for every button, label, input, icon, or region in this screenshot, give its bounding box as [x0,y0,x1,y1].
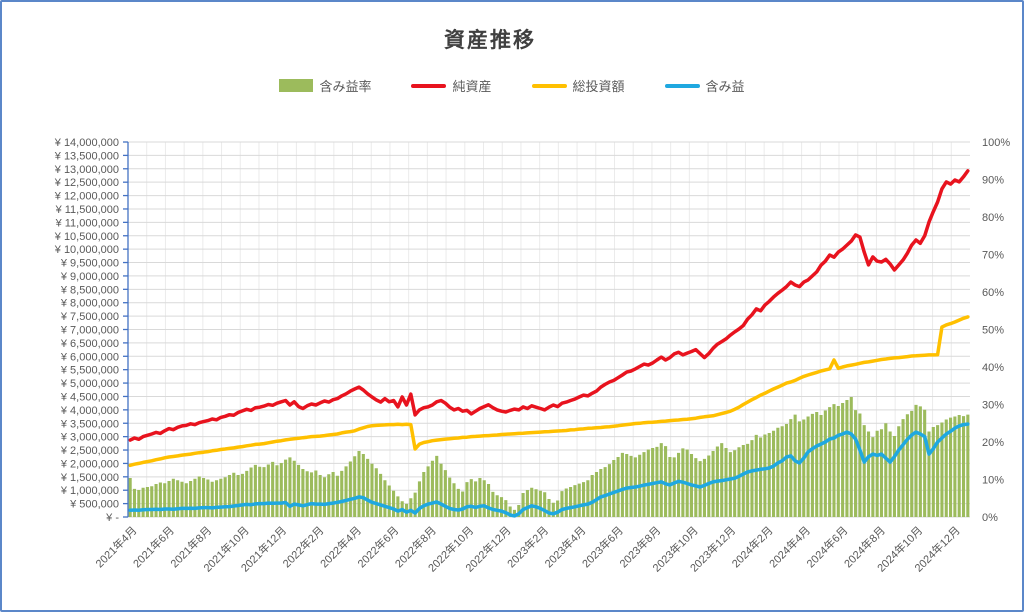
unrealized-gain-line [128,422,970,518]
svg-text:¥ 3,500,000: ¥ 3,500,000 [60,418,119,430]
svg-text:¥ 8,000,000: ¥ 8,000,000 [60,298,119,310]
legend-item-total-invested: 総投資額 [531,76,625,95]
left-value-axis: ¥ -¥ 500,000 ¥ 1,000,000¥ 1,500,000 ¥ 2,00… [54,137,129,524]
svg-text:¥ 11,000,000: ¥ 11,000,000 [55,217,119,229]
svg-text:20%: 20% [982,437,1004,449]
svg-text:¥ 11,500,000: ¥ 11,500,000 [55,204,119,216]
net-assets-line [128,169,970,442]
legend-item-gain-rate: 含み益率 [279,76,371,95]
svg-text:¥ 13,000,000: ¥ 13,000,000 [54,164,119,176]
svg-text:¥ 12,000,000: ¥ 12,000,000 [54,191,119,203]
svg-text:100%: 100% [982,137,1010,149]
right-percent-axis: 0% 10% 20% 30% 40% 50% 60% 70% 80% 90% 100% [982,137,1010,524]
svg-text:¥ 10,500,000: ¥ 10,500,000 [54,231,119,243]
svg-text:10%: 10% [982,475,1004,487]
legend-label-total-invested: 総投資額 [572,79,625,94]
svg-text:¥ 1,000,000: ¥ 1,000,000 [60,485,119,497]
svg-text:0%: 0% [982,512,998,524]
svg-text:¥ 4,000,000: ¥ 4,000,000 [60,405,119,417]
svg-text:40%: 40% [982,362,1004,374]
svg-text:50%: 50% [982,325,1004,337]
svg-text:¥ 12,500,000: ¥ 12,500,000 [54,177,119,189]
svg-text:¥ 2,500,000: ¥ 2,500,000 [60,445,119,457]
svg-text:¥ 5,000,000: ¥ 5,000,000 [60,378,119,390]
svg-text:¥ 10,000,000: ¥ 10,000,000 [54,244,119,256]
svg-text:90%: 90% [982,175,1004,187]
legend-swatch-unrealized-gain [664,83,700,88]
svg-text:60%: 60% [982,287,1004,299]
svg-text:¥ 8,500,000: ¥ 8,500,000 [60,284,119,296]
legend-swatch-gain-rate [279,79,314,92]
svg-text:¥ 7,000,000: ¥ 7,000,000 [60,325,119,337]
chart-legend: 含み益率 純資産 総投資額 含み益 [2,76,1022,95]
svg-text:¥ 4,500,000: ¥ 4,500,000 [60,391,119,403]
svg-text:¥ 5,500,000: ¥ 5,500,000 [60,365,119,377]
legend-label-unrealized-gain: 含み益 [705,79,745,94]
svg-text:¥ 14,000,000: ¥ 14,000,000 [54,137,119,149]
svg-text:¥ 6,000,000: ¥ 6,000,000 [60,351,119,363]
svg-text:30%: 30% [982,400,1004,412]
svg-text:¥ 2,000,000: ¥ 2,000,000 [60,458,119,470]
svg-text:¥ 3,000,000: ¥ 3,000,000 [60,432,119,444]
svg-text:¥ -: ¥ - [105,512,119,524]
svg-text:¥ 9,000,000: ¥ 9,000,000 [60,271,119,283]
svg-text:¥ 13,500,000: ¥ 13,500,000 [54,150,119,162]
legend-label-gain-rate: 含み益率 [319,79,372,94]
chart-title: 資産推移 [444,29,536,52]
svg-text:¥ 500,000: ¥ 500,000 [69,499,119,511]
legend-swatch-net-assets [411,83,447,88]
svg-text:¥ 1,500,000: ¥ 1,500,000 [60,472,119,484]
total-invested-line [128,315,970,468]
svg-text:¥ 9,500,000: ¥ 9,500,000 [60,258,119,270]
legend-label-net-assets: 純資産 [452,79,492,94]
svg-text:80%: 80% [982,212,1004,224]
gain-rate-bars [128,397,970,517]
legend-item-net-assets: 純資産 [411,76,492,95]
svg-text:¥ 6,500,000: ¥ 6,500,000 [60,338,119,350]
legend-swatch-total-invested [531,83,567,88]
svg-text:¥ 7,500,000: ¥ 7,500,000 [60,311,119,323]
svg-text:70%: 70% [982,250,1004,262]
x-category-axis: 2021年4月2021年6月2021年8月2021年10月2021年12月202… [92,523,962,574]
legend-item-unrealized-gain: 含み益 [664,76,745,95]
